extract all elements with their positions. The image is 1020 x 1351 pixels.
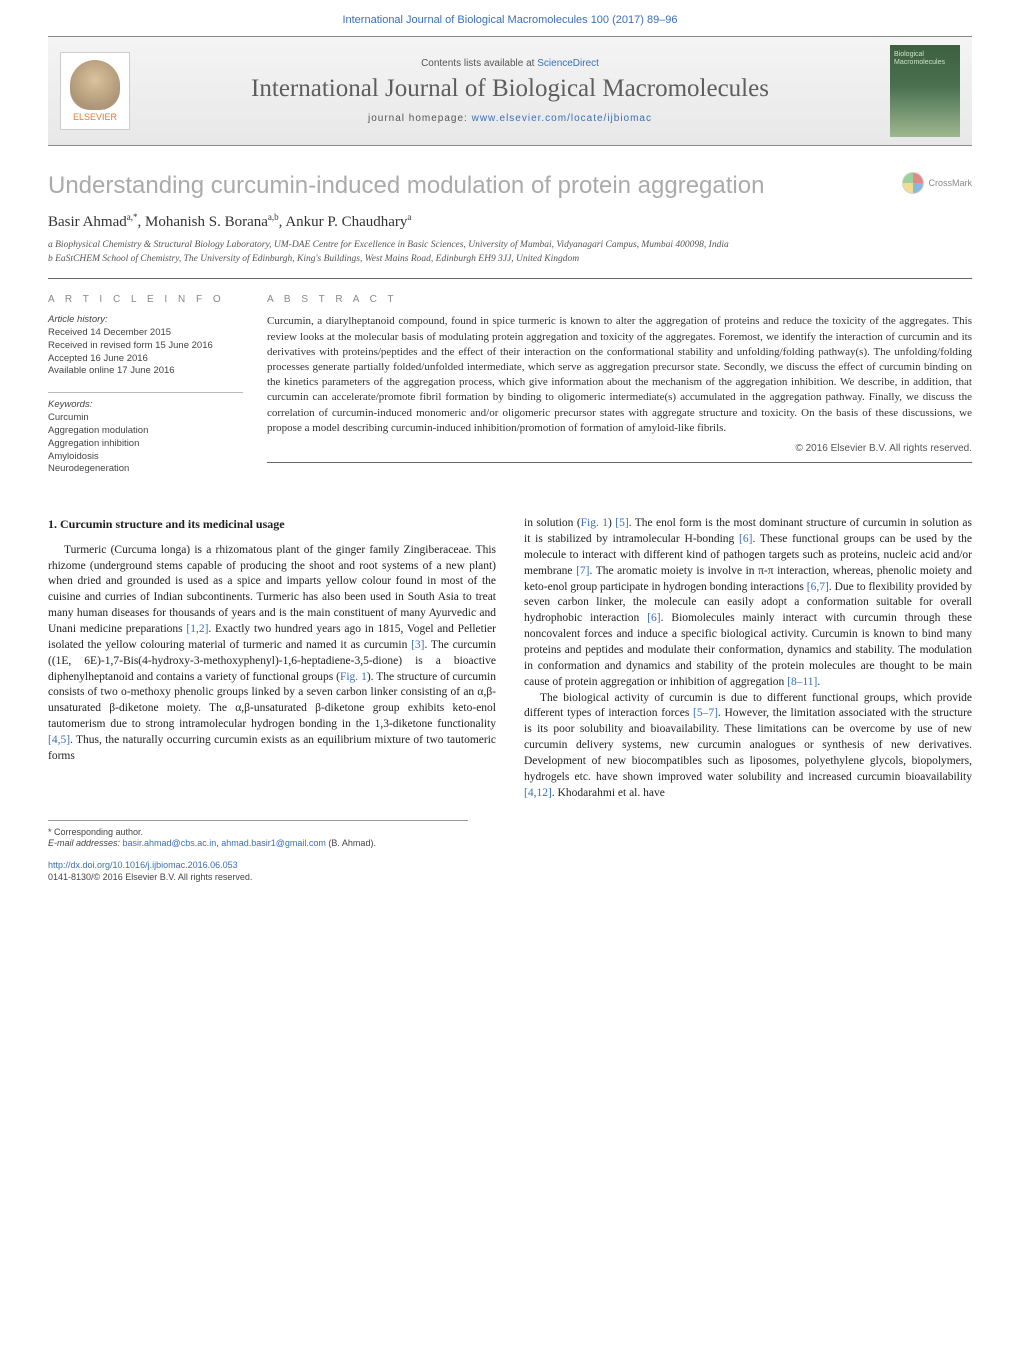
info-abstract-row: a r t i c l e i n f o Article history: R… bbox=[48, 279, 972, 490]
header-citation: International Journal of Biological Macr… bbox=[0, 0, 1020, 36]
email-link[interactable]: ahmad.basir1@gmail.com bbox=[221, 838, 326, 848]
info-heading: a r t i c l e i n f o bbox=[48, 293, 243, 307]
keyword: Aggregation modulation bbox=[48, 425, 243, 438]
elsevier-logo: ELSEVIER bbox=[60, 52, 130, 130]
corresponding-label: * Corresponding author. bbox=[48, 827, 468, 839]
crossmark-badge[interactable]: CrossMark bbox=[902, 172, 972, 194]
email-label: E-mail addresses: bbox=[48, 838, 123, 848]
body-paragraph: in solution (Fig. 1) [5]. The enol form … bbox=[524, 516, 972, 690]
history-label: Article history: bbox=[48, 314, 243, 327]
email-author: (B. Ahmad). bbox=[326, 838, 376, 848]
article-info: a r t i c l e i n f o Article history: R… bbox=[48, 279, 243, 490]
journal-name: International Journal of Biological Macr… bbox=[144, 75, 876, 103]
doi-footer: http://dx.doi.org/10.1016/j.ijbiomac.201… bbox=[48, 860, 972, 883]
history-line: Available online 17 June 2016 bbox=[48, 365, 243, 378]
body-col-right: in solution (Fig. 1) [5]. The enol form … bbox=[524, 516, 972, 801]
crossmark-label: CrossMark bbox=[928, 178, 972, 188]
cover-text: Biological Macromolecules bbox=[894, 51, 960, 66]
elsevier-logo-text: ELSEVIER bbox=[73, 112, 117, 122]
body-col-left: 1. Curcumin structure and its medicinal … bbox=[48, 516, 496, 801]
body-paragraph: Turmeric (Curcuma longa) is a rhizomatou… bbox=[48, 543, 496, 765]
keywords-label: Keywords: bbox=[48, 399, 243, 412]
article-history: Article history: Received 14 December 20… bbox=[48, 314, 243, 378]
email-line: E-mail addresses: basir.ahmad@cbs.ac.in,… bbox=[48, 838, 468, 850]
crossmark-icon bbox=[902, 172, 924, 194]
journal-cover-thumb: Biological Macromolecules bbox=[890, 45, 960, 137]
homepage-link[interactable]: www.elsevier.com/locate/ijbiomac bbox=[472, 113, 652, 124]
thin-divider bbox=[48, 392, 243, 393]
journal-banner: ELSEVIER Contents lists available at Sci… bbox=[48, 36, 972, 146]
affiliation-b: b EaStCHEM School of Chemistry, The Univ… bbox=[48, 253, 972, 265]
body-paragraph: The biological activity of curcumin is d… bbox=[524, 691, 972, 802]
homepage-prefix: journal homepage: bbox=[368, 113, 472, 124]
keywords: Keywords: Curcumin Aggregation modulatio… bbox=[48, 399, 243, 476]
abstract-text: Curcumin, a diarylheptanoid compound, fo… bbox=[267, 314, 972, 435]
authors: Basir Ahmada,*, Mohanish S. Boranaa,b, A… bbox=[48, 212, 972, 231]
abstract-copyright: © 2016 Elsevier B.V. All rights reserved… bbox=[267, 442, 972, 456]
email-link[interactable]: basir.ahmad@cbs.ac.in bbox=[123, 838, 217, 848]
history-line: Accepted 16 June 2016 bbox=[48, 353, 243, 366]
section-title: 1. Curcumin structure and its medicinal … bbox=[48, 516, 496, 533]
issn-copyright: 0141-8130/© 2016 Elsevier B.V. All right… bbox=[48, 872, 252, 882]
article-title: Understanding curcumin-induced modulatio… bbox=[48, 172, 972, 200]
affiliation-a: a Biophysical Chemistry & Structural Bio… bbox=[48, 239, 972, 251]
contents-line: Contents lists available at ScienceDirec… bbox=[144, 58, 876, 69]
doi-link[interactable]: http://dx.doi.org/10.1016/j.ijbiomac.201… bbox=[48, 860, 238, 870]
article-header: CrossMark Understanding curcumin-induced… bbox=[48, 172, 972, 266]
corresponding-author-footer: * Corresponding author. E-mail addresses… bbox=[48, 820, 468, 850]
sciencedirect-link[interactable]: ScienceDirect bbox=[537, 58, 599, 69]
keyword: Curcumin bbox=[48, 412, 243, 425]
keyword: Amyloidosis bbox=[48, 451, 243, 464]
history-line: Received in revised form 15 June 2016 bbox=[48, 340, 243, 353]
abstract: a b s t r a c t Curcumin, a diarylheptan… bbox=[267, 279, 972, 490]
contents-prefix: Contents lists available at bbox=[421, 58, 537, 69]
abstract-heading: a b s t r a c t bbox=[267, 293, 972, 307]
keyword: Neurodegeneration bbox=[48, 463, 243, 476]
thin-divider bbox=[267, 462, 972, 463]
banner-center: Contents lists available at ScienceDirec… bbox=[144, 58, 876, 124]
journal-homepage: journal homepage: www.elsevier.com/locat… bbox=[144, 113, 876, 124]
keyword: Aggregation inhibition bbox=[48, 438, 243, 451]
body-columns: 1. Curcumin structure and its medicinal … bbox=[48, 516, 972, 801]
elsevier-tree-icon bbox=[70, 60, 120, 110]
history-line: Received 14 December 2015 bbox=[48, 327, 243, 340]
